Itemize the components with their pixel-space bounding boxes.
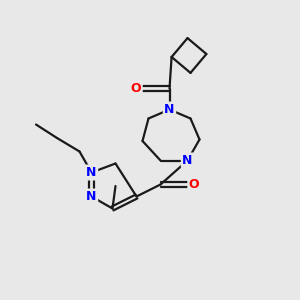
Text: O: O: [189, 178, 200, 191]
Text: O: O: [130, 82, 141, 95]
Text: N: N: [86, 190, 97, 203]
Text: N: N: [86, 166, 97, 179]
Text: N: N: [164, 103, 175, 116]
Text: N: N: [182, 154, 193, 167]
